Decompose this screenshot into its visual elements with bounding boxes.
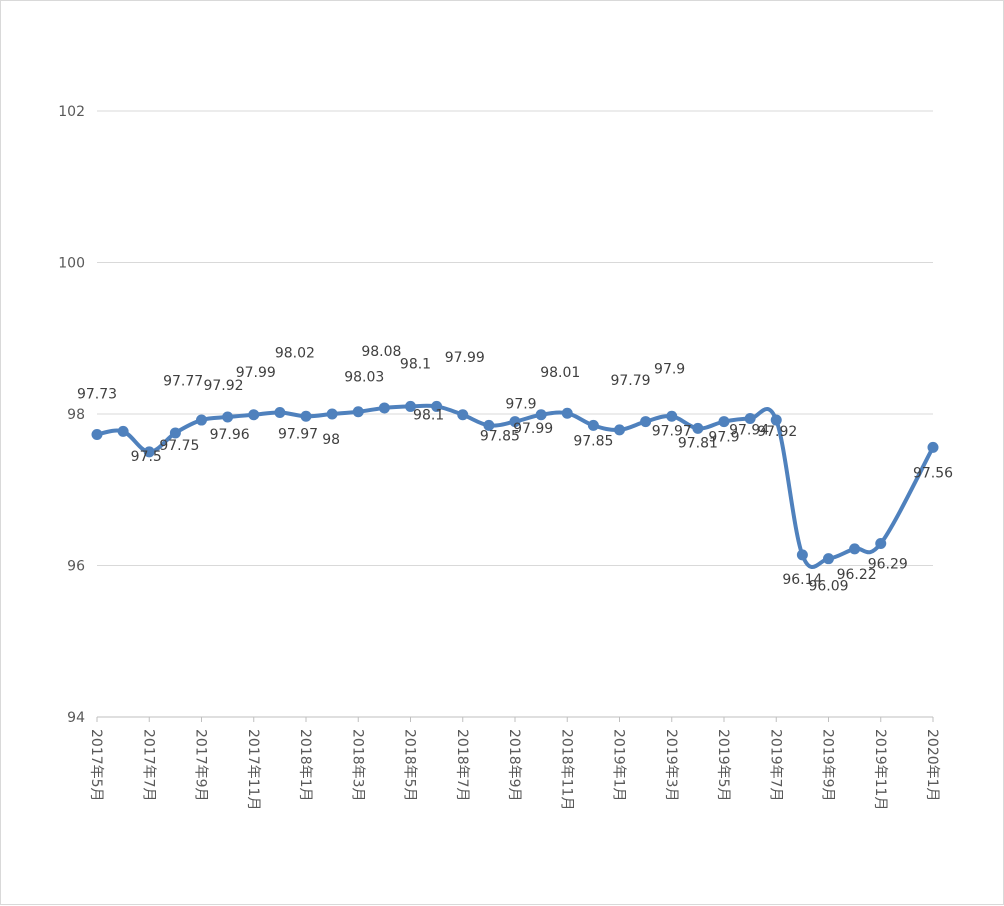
data-point — [587, 419, 599, 431]
data-point — [352, 406, 364, 418]
data-point — [770, 414, 782, 426]
data-label: 98.1 — [413, 407, 444, 423]
data-label: 97.99 — [236, 365, 276, 381]
data-label: 97.73 — [77, 386, 117, 402]
series-line — [91, 400, 939, 569]
x-tick-label: 2017年9月 — [193, 729, 209, 802]
data-label: 97.77 — [163, 373, 203, 389]
data-point — [326, 408, 338, 420]
data-label: 97.92 — [203, 378, 243, 394]
data-point — [117, 425, 129, 437]
data-point — [378, 402, 390, 414]
data-label: 97.92 — [757, 424, 797, 440]
data-point — [666, 410, 678, 422]
data-point — [483, 419, 495, 431]
x-tick-label: 2018年9月 — [506, 729, 522, 802]
data-point — [457, 409, 469, 421]
data-label: 98.08 — [361, 344, 401, 360]
data-label: 97.79 — [610, 373, 650, 389]
data-point — [875, 538, 887, 550]
data-label: 97.94 — [729, 423, 769, 439]
data-point — [196, 414, 207, 426]
data-point — [561, 407, 573, 419]
data-point — [927, 441, 939, 453]
data-point — [431, 400, 443, 412]
data-point — [274, 406, 286, 418]
x-tick-label: 2019年7月 — [767, 729, 783, 802]
data-point — [640, 416, 652, 428]
x-axis: 2017年5月 2017年7月 2017年9月 2017年11月 2018年1月 2018… — [88, 716, 940, 810]
data-point — [744, 413, 756, 425]
x-tick-label: 2019年5月 — [715, 729, 731, 802]
data-label: 97.56 — [913, 465, 953, 481]
data-label: 98.03 — [344, 370, 384, 386]
data-label: 98.02 — [275, 345, 315, 361]
y-tick-label: 96 — [67, 559, 85, 575]
data-label: 97.85 — [480, 428, 520, 444]
data-label: 97.85 — [573, 433, 613, 449]
data-label: 97.5 — [131, 449, 162, 465]
data-label: 97.9 — [505, 397, 536, 413]
data-label: 97.97 — [652, 423, 692, 439]
y-tick-label: 100 — [58, 256, 85, 272]
data-label: 96.14 — [782, 572, 822, 588]
data-point — [692, 422, 704, 434]
x-tick-label: 2018年3月 — [349, 729, 365, 802]
data-point — [169, 427, 181, 439]
x-tick-label: 2017年5月 — [88, 729, 104, 802]
x-tick-label: 2019年3月 — [663, 729, 679, 802]
y-tick-label: 98 — [67, 407, 85, 423]
data-point — [614, 424, 625, 436]
data-point — [535, 409, 547, 421]
x-tick-label: 2018年1月 — [297, 729, 313, 802]
data-point — [718, 416, 730, 428]
data-label: 98.01 — [540, 365, 580, 381]
data-label: 97.9 — [654, 362, 685, 378]
data-label: 97.97 — [278, 426, 318, 442]
x-tick-label: 2019年9月 — [820, 729, 836, 802]
data-point — [849, 543, 861, 555]
y-tick-label: 102 — [58, 104, 85, 120]
x-tick-label: 2020年1月 — [924, 729, 940, 802]
data-label: 98.1 — [400, 356, 431, 372]
data-point — [823, 553, 834, 565]
data-label: 96.22 — [837, 567, 877, 583]
y-tick-label: 94 — [67, 710, 85, 726]
data-point — [405, 400, 416, 412]
x-tick-label: 2017年11月 — [245, 729, 261, 810]
data-label: 98 — [322, 432, 340, 448]
x-tick-label: 2019年1月 — [611, 729, 627, 802]
data-label: 97.99 — [445, 350, 485, 366]
gridlines — [97, 110, 933, 566]
data-labels: 97.73 97.77 97.597.75 97.92 97.96 97.99 98.02 9… — [77, 344, 953, 595]
data-label: 96.29 — [868, 557, 908, 573]
data-point — [300, 410, 312, 422]
x-tick-label: 2017年7月 — [140, 729, 156, 802]
data-label: 97.81 — [678, 435, 718, 451]
x-tick-label: 2018年11月 — [558, 729, 574, 810]
data-point — [222, 411, 234, 423]
data-point — [248, 409, 260, 421]
data-label: 97.75 — [159, 438, 199, 454]
x-tick-label: 2019年11月 — [872, 729, 888, 810]
data-point — [509, 416, 521, 428]
data-label: 97.96 — [210, 427, 250, 443]
data-label: 97.99 — [513, 421, 553, 437]
y-axis-ticks: 94 96 98 100 102 — [58, 104, 85, 726]
x-tick-label: 2018年7月 — [454, 729, 470, 802]
data-label: 97.9 — [708, 430, 739, 446]
data-point — [796, 549, 808, 561]
data-point — [91, 428, 103, 440]
x-tick-label: 2018年5月 — [402, 729, 418, 802]
data-label: 96.09 — [808, 579, 848, 595]
data-point — [143, 446, 155, 458]
